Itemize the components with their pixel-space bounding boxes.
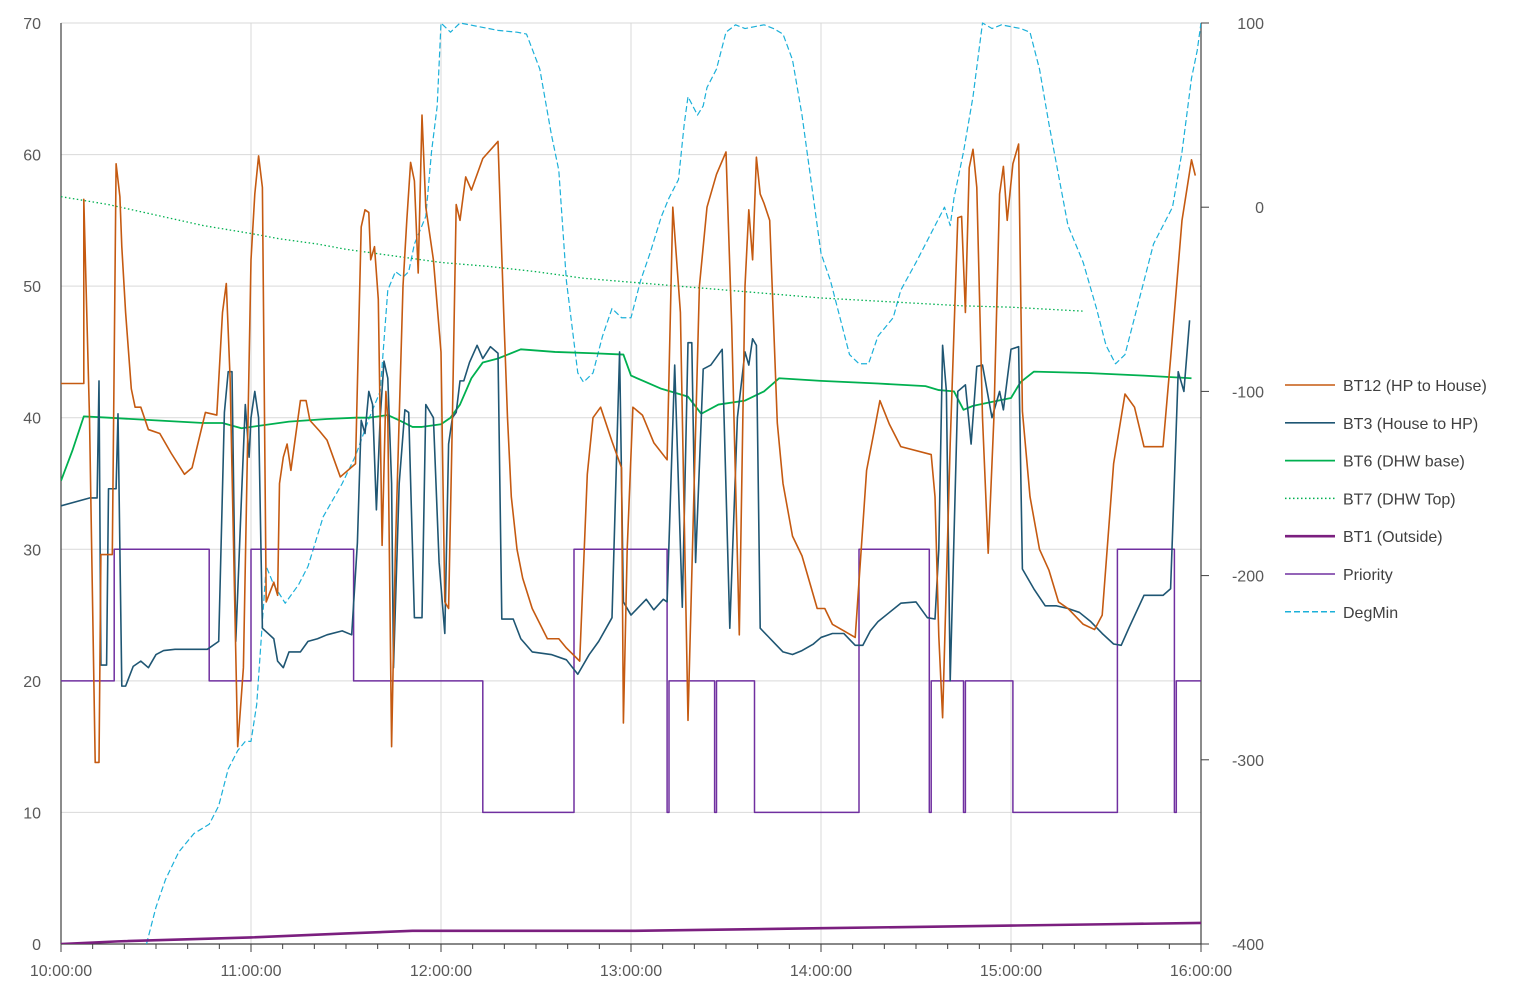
y-right-tick-label: -300 [1232,753,1264,770]
y-right-tick-label: 100 [1237,16,1264,33]
y-left-tick-label: 60 [23,148,41,165]
legend-label-bt6-dhw-base: BT6 (DHW base) [1343,454,1465,471]
x-tick-label: 10:00:00 [30,963,92,980]
x-tick-label: 13:00:00 [600,963,662,980]
legend: BT12 (HP to House) BT3 (House to HP) BT6 (… [1285,378,1487,622]
legend-label-bt7-dhw-top: BT7 (DHW Top) [1343,491,1456,508]
series-layer [61,22,1201,944]
y-left-tick-label: 40 [23,411,41,428]
ticks-layer: 10:00:00 11:00:00 12:00:00 13:00:00 14:00:00… [23,16,1264,980]
x-tick-label: 14:00:00 [790,963,852,980]
series-line-degmin [145,22,1201,944]
legend-label-bt1-outside: BT1 (Outside) [1343,529,1443,546]
x-tick-label: 12:00:00 [410,963,472,980]
series-line-bt3-house-to-hp [61,320,1191,687]
legend-label-bt3-house-to-hp: BT3 (House to HP) [1343,416,1478,433]
y-left-tick-label: 10 [23,805,41,822]
y-right-tick-label: -100 [1232,384,1264,401]
y-right-tick-label: -400 [1232,937,1264,954]
x-tick-label: 15:00:00 [980,963,1042,980]
y-left-tick-label: 20 [23,674,41,691]
legend-label-degmin: DegMin [1343,605,1398,622]
y-right-tick-label: -200 [1232,569,1264,586]
y-left-tick-label: 0 [32,937,41,954]
legend-label-priority: Priority [1343,567,1393,584]
series-line-bt12-hp-to-house [61,114,1197,764]
legend-label-bt12-hp-to-house: BT12 (HP to House) [1343,378,1487,395]
y-left-tick-label: 70 [23,16,41,33]
series-line-bt1-outside [61,921,1201,944]
y-left-tick-label: 30 [23,542,41,559]
y-left-tick-label: 50 [23,279,41,296]
series-line-priority [61,548,1201,814]
x-tick-label: 11:00:00 [220,963,281,980]
y-right-tick-label: 0 [1255,200,1264,217]
axes-layer [60,22,1209,952]
series-line-bt6-dhw-base [61,348,1192,482]
x-tick-label: 16:00:00 [1170,963,1232,980]
series-line-bt7-dhw-top [61,196,1084,312]
